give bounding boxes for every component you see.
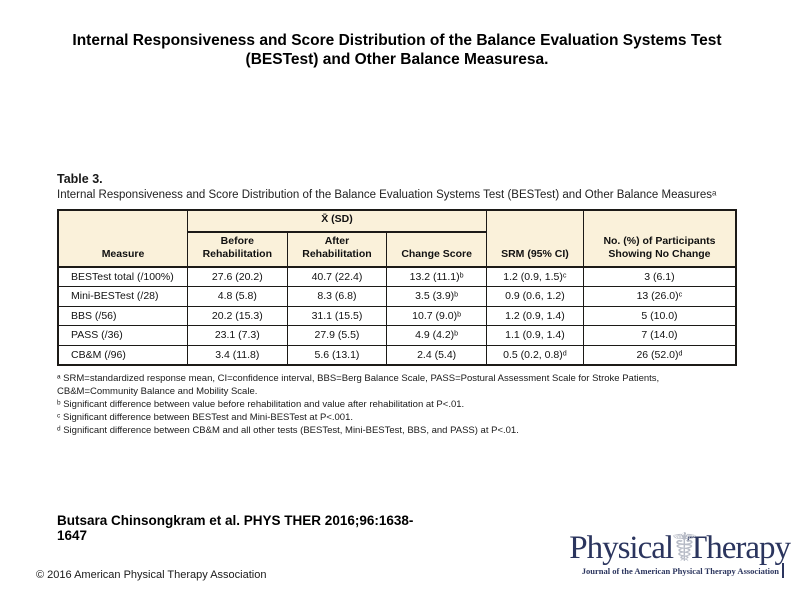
slide-title-line1: Internal Responsiveness and Score Distri… [72, 32, 722, 49]
value-cell: 13 (26.0)ᶜ [582, 286, 737, 307]
value-cell: 31.1 (15.5) [286, 305, 388, 326]
journal-logo: Physical ☤ Therapy Journal of the American… [538, 525, 791, 578]
footnote-a: ᵃ SRM=standardized response mean, CI=con… [57, 372, 660, 397]
value-cell: 1.2 (0.9, 1.5)ᶜ [485, 266, 584, 287]
results-table-header: Measure X̄ (SD) SRM (95% CI) No. (%) of … [57, 209, 737, 268]
col-header-change: Change Score [386, 231, 487, 268]
citation: Butsara Chinsongkram et al. PHYS THER 20… [57, 513, 437, 543]
table-row: BBS (/56) 20.2 (15.3) 31.1 (15.5) 10.7 (9.0… [57, 305, 737, 326]
value-cell: 3.5 (3.9)ᵇ [386, 286, 487, 307]
tagline-text: Journal of the American Physical Therapy… [581, 566, 779, 576]
measure-cell: BBS (/56) [57, 305, 188, 326]
value-cell: 27.9 (5.5) [286, 325, 388, 346]
value-cell: 7 (14.0) [582, 325, 737, 346]
footnote-c: ᶜ Significant difference between BESTest… [57, 411, 354, 423]
caduceus-icon: ☤ [671, 525, 698, 571]
value-cell: 13.2 (11.1)ᵇ [386, 266, 487, 287]
col-header-srm: SRM (95% CI) [485, 209, 584, 268]
table-row: Mini-BESTest (/28) 4.8 (5.8) 8.3 (6.8) 3.5 … [57, 286, 737, 307]
footnote-d: ᵈ Significant difference between CB&M an… [57, 424, 519, 436]
value-cell: 4.9 (4.2)ᵇ [386, 325, 487, 346]
copyright-notice: © 2016 American Physical Therapy Associa… [36, 569, 267, 581]
value-cell: 1.1 (0.9, 1.4) [485, 325, 584, 346]
col-header-mean-sd: X̄ (SD) [186, 209, 487, 233]
table-caption: Internal Responsiveness and Score Distri… [57, 189, 717, 201]
slide-title: Internal Responsiveness and Score Distri… [0, 31, 794, 69]
header-row-sub: Before Rehabilitation After Rehabilitati… [58, 231, 736, 268]
measure-cell: PASS (/36) [57, 325, 188, 346]
slide-title-line2: (BESTest) and Other Balance Measuresa. [245, 51, 549, 68]
logo-bar-decoration [782, 563, 784, 578]
value-cell: 3.4 (11.8) [186, 344, 288, 365]
journal-logo-tagline: Journal of the American Physical Therapy… [538, 563, 790, 578]
measure-cell: BESTest total (/100%) [57, 266, 188, 287]
table-row: BESTest total (/100%) 27.6 (20.2) 40.7 (22… [57, 266, 737, 287]
results-table: Measure X̄ (SD) SRM (95% CI) No. (%) of … [57, 209, 737, 366]
measure-cell: CB&M (/96) [57, 344, 188, 365]
value-cell: 0.9 (0.6, 1.2) [485, 286, 584, 307]
value-cell: 3 (6.1) [582, 266, 737, 287]
footnote-b: ᵇ Significant difference between value b… [57, 398, 465, 410]
value-cell: 10.7 (9.0)ᵇ [386, 305, 487, 326]
value-cell: 4.8 (5.8) [186, 286, 288, 307]
value-cell: 1.2 (0.9, 1.4) [485, 305, 584, 326]
value-cell: 23.1 (7.3) [186, 325, 288, 346]
table-row: CB&M (/96) 3.4 (11.8) 5.6 (13.1) 2.4 (5.4) 0… [57, 344, 737, 365]
table-row: PASS (/36) 23.1 (7.3) 27.9 (5.5) 4.9 (4.2)ᵇ… [57, 325, 737, 346]
table-footnotes: ᵃ SRM=standardized response mean, CI=con… [57, 372, 737, 437]
col-header-before: Before Rehabilitation [186, 231, 288, 268]
logo-word-therapy: Therapy [687, 530, 791, 566]
col-header-no-change: No. (%) of Participants Showing No Chang… [582, 209, 737, 268]
value-cell: 5.6 (13.1) [286, 344, 388, 365]
col-header-after: After Rehabilitation [286, 231, 388, 268]
value-cell: 20.2 (15.3) [186, 305, 288, 326]
value-cell: 5 (10.0) [582, 305, 737, 326]
value-cell: 2.4 (5.4) [386, 344, 487, 365]
header-row-group: Measure X̄ (SD) SRM (95% CI) No. (%) of … [57, 209, 737, 268]
logo-word-physical: Physical [569, 530, 674, 566]
value-cell: 27.6 (20.2) [186, 266, 288, 287]
table-label: Table 3. [57, 172, 103, 186]
value-cell: 40.7 (22.4) [286, 266, 388, 287]
results-table-body: BESTest total (/100%) 27.6 (20.2) 40.7 (22… [57, 266, 737, 365]
value-cell: 26 (52.0)ᵈ [582, 344, 737, 365]
value-cell: 0.5 (0.2, 0.8)ᵈ [485, 344, 584, 365]
table-figure: Table 3. Internal Responsiveness and Sco… [57, 172, 737, 437]
value-cell: 8.3 (6.8) [286, 286, 388, 307]
measure-cell: Mini-BESTest (/28) [57, 286, 188, 307]
journal-logo-wordmark: Physical ☤ Therapy [538, 525, 791, 571]
col-header-measure: Measure [57, 209, 188, 268]
citation-line1: Butsara Chinsongkram et al. PHYS THER 20… [57, 513, 414, 528]
citation-line2: 1647 [57, 528, 88, 543]
